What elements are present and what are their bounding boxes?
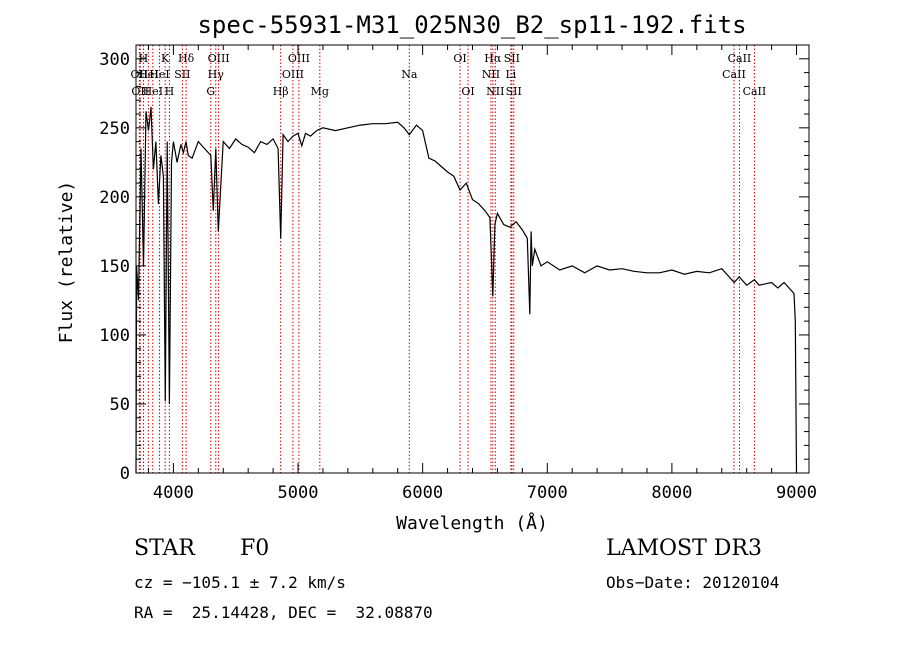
spectral-line-label: OI — [461, 85, 474, 98]
spectral-line-label: OIII — [208, 52, 230, 65]
observation-date: Obs−Date: 20120104 — [606, 573, 780, 592]
spectral-line-label: HeI — [149, 68, 169, 81]
object-class: STAR — [134, 536, 195, 561]
spectral-line-label: Hγ — [208, 68, 225, 81]
x-tick-label: 6000 — [402, 483, 443, 503]
spectral-line-markers — [138, 45, 755, 473]
spectral-line-label: Hα — [484, 52, 502, 65]
survey-name: LAMOST DR3 — [606, 536, 762, 561]
spectral-line-label: OII — [131, 68, 149, 81]
x-tick-label: 4000 — [153, 483, 194, 503]
spectral-line-label: SII — [174, 68, 190, 81]
x-tick-label: 7000 — [527, 483, 568, 503]
y-tick-label: 300 — [99, 50, 130, 70]
x-tick-label: 5000 — [278, 483, 319, 503]
redshift-cz: cz = −105.1 ± 7.2 km/s — [134, 573, 346, 592]
spectral-line-label: OIII — [288, 52, 310, 65]
spectrum-chart: spec-55931-M31_025N30_B2_sp11-192.fits O… — [56, 11, 817, 534]
x-axis: 4000 5000 6000 7000 8000 9000 — [147, 45, 817, 503]
spectral-line-label: CaII — [722, 68, 746, 81]
spectral-line-labels: OIIOIIHHeIHeIHeIKHSIIHδGHγOIIIHβOIIIOIII… — [131, 52, 767, 98]
x-tick-label: 8000 — [651, 483, 692, 503]
spectral-line-label: Li — [505, 68, 516, 81]
spectral-line-label: Hβ — [273, 85, 289, 98]
spectral-line-label: HeI — [138, 68, 158, 81]
spectral-line-label: CaII — [743, 85, 767, 98]
coordinates: RA = 25.14428, DEC = 32.08870 — [134, 603, 433, 622]
spectral-line-label: Hδ — [178, 52, 195, 65]
spectral-line-label: OI — [453, 52, 466, 65]
chart-title: spec-55931-M31_025N30_B2_sp11-192.fits — [197, 11, 746, 39]
x-tick-label: 9000 — [776, 483, 817, 503]
y-tick-label: 100 — [99, 326, 130, 346]
spectral-line-label: NII — [482, 68, 500, 81]
plot-frame — [135, 44, 810, 474]
y-tick-label: 150 — [99, 257, 130, 277]
object-subclass: F0 — [240, 536, 270, 561]
y-tick-label: 200 — [99, 188, 130, 208]
spectral-line-label: G — [206, 85, 215, 98]
y-tick-label: 50 — [110, 395, 130, 415]
spectrum-series-line — [135, 107, 798, 474]
y-tick-label: 250 — [99, 119, 130, 139]
spectral-line-label: CaII — [728, 52, 752, 65]
spectral-line-label: SII — [504, 52, 520, 65]
spectral-line-label: H — [165, 85, 175, 98]
y-tick-label: 0 — [120, 464, 130, 484]
x-axis-label: Wavelength (Å) — [396, 512, 548, 534]
spectral-line-label: HeI — [143, 85, 163, 98]
spectral-line-label: NII — [486, 85, 504, 98]
spectral-line-label: SII — [506, 85, 522, 98]
spectral-line-label: K — [161, 52, 170, 65]
spectral-line-label: OIII — [282, 68, 304, 81]
spectral-line-label: Mg — [311, 85, 329, 98]
y-axis: 0 50 100 150 200 250 300 — [99, 50, 809, 484]
spectral-line-label: Na — [401, 68, 418, 81]
y-axis-label: Flux (relative) — [56, 181, 77, 344]
